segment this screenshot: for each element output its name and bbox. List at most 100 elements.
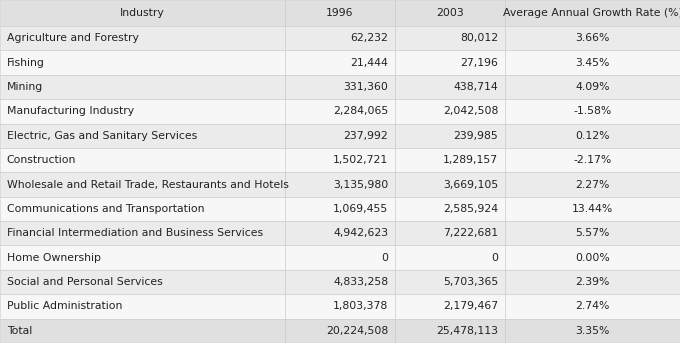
Bar bbox=[395, 0, 505, 26]
Bar bbox=[0, 197, 285, 221]
Text: -2.17%: -2.17% bbox=[573, 155, 611, 165]
Text: 3.66%: 3.66% bbox=[575, 33, 610, 43]
Text: 3.35%: 3.35% bbox=[575, 326, 610, 336]
Bar bbox=[0, 26, 285, 50]
Bar bbox=[395, 148, 505, 172]
Bar bbox=[395, 99, 505, 123]
Text: Electric, Gas and Sanitary Services: Electric, Gas and Sanitary Services bbox=[7, 131, 197, 141]
Text: 1,069,455: 1,069,455 bbox=[333, 204, 388, 214]
Text: 237,992: 237,992 bbox=[343, 131, 388, 141]
Bar bbox=[395, 294, 505, 319]
Bar bbox=[505, 0, 680, 26]
Bar bbox=[395, 270, 505, 294]
Text: Communications and Transportation: Communications and Transportation bbox=[7, 204, 204, 214]
Text: 4.09%: 4.09% bbox=[575, 82, 610, 92]
Text: 1,803,378: 1,803,378 bbox=[333, 301, 388, 311]
Text: 62,232: 62,232 bbox=[350, 33, 388, 43]
Text: Mining: Mining bbox=[7, 82, 43, 92]
Text: 2,179,467: 2,179,467 bbox=[443, 301, 498, 311]
Bar bbox=[505, 270, 680, 294]
Text: 80,012: 80,012 bbox=[460, 33, 498, 43]
Text: 3,669,105: 3,669,105 bbox=[443, 179, 498, 189]
Bar bbox=[0, 75, 285, 99]
Text: 4,833,258: 4,833,258 bbox=[333, 277, 388, 287]
Text: 0.00%: 0.00% bbox=[575, 253, 610, 263]
Text: 2,042,508: 2,042,508 bbox=[443, 106, 498, 116]
Bar bbox=[505, 99, 680, 123]
Text: Total: Total bbox=[7, 326, 32, 336]
Bar bbox=[0, 0, 285, 26]
Bar bbox=[285, 99, 395, 123]
Text: Public Administration: Public Administration bbox=[7, 301, 122, 311]
Bar bbox=[0, 148, 285, 172]
Bar bbox=[505, 26, 680, 50]
Bar bbox=[395, 123, 505, 148]
Bar bbox=[395, 26, 505, 50]
Bar bbox=[285, 197, 395, 221]
Text: 2.27%: 2.27% bbox=[575, 179, 610, 189]
Text: 3,135,980: 3,135,980 bbox=[333, 179, 388, 189]
Text: 1996: 1996 bbox=[326, 8, 354, 18]
Bar bbox=[395, 75, 505, 99]
Text: 0: 0 bbox=[381, 253, 388, 263]
Bar bbox=[285, 123, 395, 148]
Text: 0: 0 bbox=[491, 253, 498, 263]
Text: Wholesale and Retail Trade, Restaurants and Hotels: Wholesale and Retail Trade, Restaurants … bbox=[7, 179, 289, 189]
Bar bbox=[285, 221, 395, 246]
Text: 25,478,113: 25,478,113 bbox=[436, 326, 498, 336]
Bar bbox=[0, 246, 285, 270]
Text: 0.12%: 0.12% bbox=[575, 131, 610, 141]
Text: Home Ownership: Home Ownership bbox=[7, 253, 101, 263]
Bar bbox=[395, 197, 505, 221]
Bar bbox=[505, 221, 680, 246]
Text: 239,985: 239,985 bbox=[454, 131, 498, 141]
Text: Fishing: Fishing bbox=[7, 58, 45, 68]
Text: 2003: 2003 bbox=[436, 8, 464, 18]
Text: 5.57%: 5.57% bbox=[575, 228, 610, 238]
Text: 1,289,157: 1,289,157 bbox=[443, 155, 498, 165]
Bar bbox=[0, 99, 285, 123]
Text: 2,284,065: 2,284,065 bbox=[333, 106, 388, 116]
Text: 2,585,924: 2,585,924 bbox=[443, 204, 498, 214]
Bar bbox=[505, 172, 680, 197]
Text: 20,224,508: 20,224,508 bbox=[326, 326, 388, 336]
Text: 21,444: 21,444 bbox=[350, 58, 388, 68]
Bar bbox=[285, 294, 395, 319]
Bar bbox=[285, 319, 395, 343]
Text: 438,714: 438,714 bbox=[454, 82, 498, 92]
Bar bbox=[285, 50, 395, 75]
Bar bbox=[285, 26, 395, 50]
Bar bbox=[505, 319, 680, 343]
Text: 2.74%: 2.74% bbox=[575, 301, 610, 311]
Text: Social and Personal Services: Social and Personal Services bbox=[7, 277, 163, 287]
Bar bbox=[285, 0, 395, 26]
Text: 4,942,623: 4,942,623 bbox=[333, 228, 388, 238]
Bar bbox=[395, 319, 505, 343]
Text: 7,222,681: 7,222,681 bbox=[443, 228, 498, 238]
Bar bbox=[505, 148, 680, 172]
Bar bbox=[0, 294, 285, 319]
Bar bbox=[505, 75, 680, 99]
Text: 1,502,721: 1,502,721 bbox=[333, 155, 388, 165]
Bar bbox=[505, 50, 680, 75]
Text: Construction: Construction bbox=[7, 155, 76, 165]
Bar bbox=[0, 270, 285, 294]
Bar bbox=[505, 294, 680, 319]
Text: Average Annual Growth Rate (%): Average Annual Growth Rate (%) bbox=[503, 8, 680, 18]
Bar bbox=[0, 123, 285, 148]
Text: 13.44%: 13.44% bbox=[572, 204, 613, 214]
Text: -1.58%: -1.58% bbox=[573, 106, 611, 116]
Bar bbox=[285, 148, 395, 172]
Bar bbox=[395, 172, 505, 197]
Bar bbox=[0, 319, 285, 343]
Text: Financial Intermediation and Business Services: Financial Intermediation and Business Se… bbox=[7, 228, 263, 238]
Text: 27,196: 27,196 bbox=[460, 58, 498, 68]
Text: 2.39%: 2.39% bbox=[575, 277, 610, 287]
Text: 5,703,365: 5,703,365 bbox=[443, 277, 498, 287]
Bar bbox=[395, 50, 505, 75]
Bar bbox=[285, 270, 395, 294]
Bar bbox=[0, 221, 285, 246]
Bar bbox=[285, 246, 395, 270]
Bar bbox=[285, 172, 395, 197]
Text: 331,360: 331,360 bbox=[343, 82, 388, 92]
